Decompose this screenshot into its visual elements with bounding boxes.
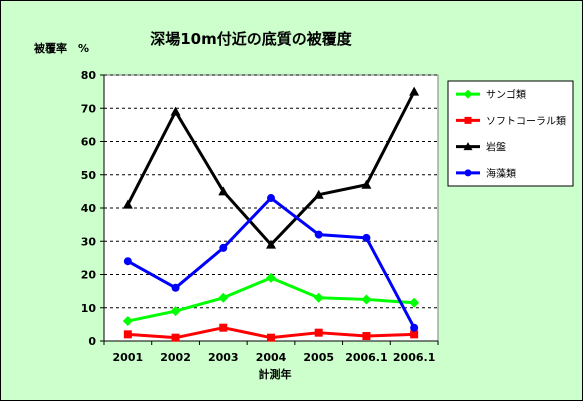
series-layer	[122, 86, 420, 342]
data-point	[361, 179, 372, 189]
x-tick-label: 2005	[303, 351, 334, 364]
legend-item: ソフトコーラル類	[456, 115, 566, 127]
legend-item: サンゴ類	[456, 88, 526, 101]
data-point	[170, 106, 181, 116]
series-3	[123, 194, 419, 332]
y-axis-label: 被覆率 %	[34, 41, 89, 55]
data-point	[122, 316, 133, 327]
data-point	[314, 230, 323, 239]
data-point	[314, 328, 323, 337]
y-tick-label: 30	[81, 235, 97, 248]
data-point	[410, 330, 419, 339]
x-tick-label: 2003	[208, 351, 239, 364]
data-point	[170, 306, 181, 317]
legend-label: 海藻類	[486, 167, 516, 180]
legend-label: サンゴ類	[486, 88, 526, 101]
series-2	[122, 86, 420, 249]
data-point	[409, 86, 420, 96]
y-tick-label: 0	[88, 335, 96, 348]
legend-swatch-marker	[464, 169, 472, 177]
chart-title: 深場10m付近の底質の被覆度	[150, 30, 353, 48]
data-point	[219, 243, 228, 252]
legend-item: 岩盤	[456, 141, 506, 154]
x-tick-label: 2006.1	[393, 351, 435, 364]
data-point	[218, 186, 229, 196]
legend-label: 岩盤	[486, 141, 506, 154]
legend-swatch-marker	[463, 142, 473, 151]
data-point	[362, 233, 371, 242]
x-axis-label: 計測年	[259, 367, 292, 381]
data-point	[171, 333, 180, 342]
data-point	[266, 239, 276, 249]
data-point	[218, 292, 229, 303]
legend	[447, 80, 574, 187]
data-point	[267, 333, 275, 342]
data-point	[410, 323, 419, 332]
gridlines	[104, 74, 438, 309]
data-point	[409, 297, 420, 308]
data-point	[362, 332, 371, 341]
x-tick-label: 2004	[256, 351, 287, 364]
data-point	[266, 272, 276, 283]
y-tick-label: 60	[81, 136, 97, 149]
legend-item: 海藻類	[456, 167, 516, 180]
data-point	[219, 323, 228, 332]
data-point	[123, 330, 132, 339]
data-point	[361, 294, 372, 305]
x-tick-label: 2006.1	[345, 351, 387, 364]
legend-label: ソフトコーラル類	[486, 115, 566, 127]
x-tick-label: 2001	[113, 351, 144, 364]
data-point	[123, 257, 132, 266]
legend-swatch-marker	[464, 116, 472, 124]
data-point	[313, 292, 324, 303]
data-point	[171, 283, 180, 292]
data-point	[313, 189, 324, 199]
y-tick-label: 50	[81, 169, 97, 182]
y-tick-label: 40	[81, 202, 97, 215]
y-tick-label: 10	[81, 302, 97, 315]
data-point	[267, 194, 275, 203]
series-1	[123, 323, 419, 342]
data-point	[122, 199, 133, 209]
legend-swatch-marker	[463, 89, 473, 99]
x-tick-label: 2002	[160, 351, 191, 364]
y-tick-label: 70	[81, 102, 97, 115]
series-0	[122, 272, 420, 327]
y-tick-label: 20	[81, 269, 97, 282]
y-tick-label: 80	[81, 69, 97, 82]
